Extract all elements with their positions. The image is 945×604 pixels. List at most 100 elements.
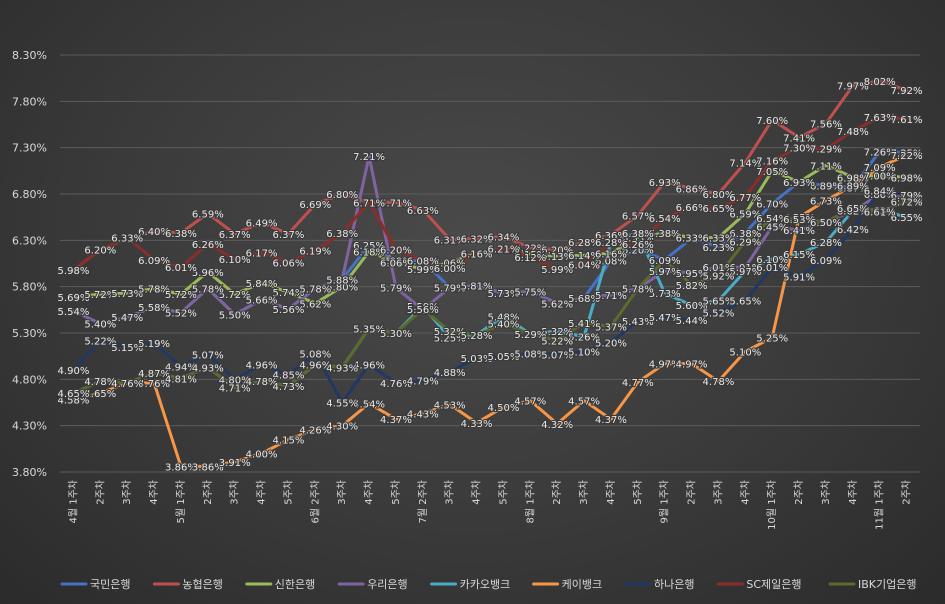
data-label: 6.65% <box>837 204 869 215</box>
x-tick-label: 2주차 <box>686 480 698 505</box>
data-label: 8.02% <box>864 77 896 88</box>
data-label: 6.55% <box>783 213 815 224</box>
data-label: 6.32% <box>676 234 708 245</box>
data-label: 7.26% <box>864 147 896 158</box>
data-label: 6.26% <box>192 240 224 251</box>
data-label: 6.50% <box>810 218 842 229</box>
data-label: 5.40% <box>84 320 116 331</box>
data-label: 6.16% <box>595 249 627 260</box>
data-label: 5.47% <box>111 313 143 324</box>
data-label: 4.57% <box>514 397 546 408</box>
data-label: 5.50% <box>219 310 251 321</box>
data-label: 6.71% <box>380 198 412 209</box>
data-label: 6.93% <box>783 178 815 189</box>
data-label: 6.42% <box>837 225 869 236</box>
data-label: 6.32% <box>461 234 493 245</box>
data-label: 5.44% <box>676 316 708 327</box>
data-label: 5.22% <box>84 336 116 347</box>
data-label: 5.88% <box>326 275 358 286</box>
data-label: 6.15% <box>783 250 815 261</box>
data-label: 6.34% <box>488 233 520 244</box>
data-label: 5.78% <box>192 285 224 296</box>
y-axis: 8.30% 7.80% 7.30% 6.80% 6.30% 5.80% 5.30% 4.80%… <box>12 49 47 479</box>
data-label: 6.41% <box>783 226 815 237</box>
data-label: 5.22% <box>541 336 573 347</box>
data-label: 5.81% <box>461 282 493 293</box>
data-label: 5.59% <box>407 302 439 313</box>
data-label: 4.43% <box>407 410 439 421</box>
data-label: 6.33% <box>622 234 654 245</box>
data-label: 4.87% <box>138 369 170 380</box>
x-tick-label: 2주차 <box>793 480 805 505</box>
data-label: 6.57% <box>622 211 654 222</box>
data-label: 5.30% <box>380 329 412 340</box>
legend-label: 하나은행 <box>654 577 694 591</box>
data-label: 4.58% <box>58 396 90 407</box>
data-label: 6.80% <box>864 190 896 201</box>
y-tick-label: 8.30% <box>12 49 47 62</box>
data-label: 6.18% <box>353 247 385 258</box>
data-label: 5.55% <box>407 306 439 317</box>
data-label: 5.71% <box>595 291 627 302</box>
data-label: 6.37% <box>219 230 251 241</box>
data-label: 5.78% <box>299 285 331 296</box>
data-label: 5.97% <box>729 267 761 278</box>
x-tick-label: 11월 1주차 <box>874 480 886 530</box>
data-label: 5.81% <box>461 282 493 293</box>
data-label: 5.52% <box>165 309 197 320</box>
data-label: 4.50% <box>488 403 520 414</box>
data-label: 5.95% <box>676 269 708 280</box>
data-label: 4.97% <box>676 360 708 371</box>
data-label: 6.14% <box>568 251 600 262</box>
data-label: 7.92% <box>891 86 923 97</box>
legend-label: 우리은행 <box>367 578 407 591</box>
x-axis: 4월 1주차 2주차 3주차 4주차 5월 1주차 2주차 3주차 4주차 5주차 6월 2주차 3… <box>67 480 912 530</box>
data-label: 6.45% <box>756 222 788 233</box>
data-label: 5.79% <box>380 284 412 295</box>
data-label: 6.10% <box>756 255 788 266</box>
data-label: 5.80% <box>326 283 358 294</box>
data-label: 6.40% <box>138 227 170 238</box>
data-label: 5.28% <box>461 331 493 342</box>
data-label: 5.32% <box>541 327 573 338</box>
data-label: 5.58% <box>138 303 170 314</box>
data-label: 6.06% <box>273 259 305 270</box>
data-label: 6.15% <box>514 250 546 261</box>
data-label: 5.52% <box>703 309 735 320</box>
data-label: 6.53% <box>783 215 815 226</box>
data-label: 6.06% <box>380 259 412 270</box>
data-label: 6.19% <box>299 247 331 258</box>
x-tick-label: 2주차 <box>551 480 563 505</box>
data-label: 5.75% <box>514 287 546 298</box>
data-label: 6.38% <box>326 229 358 240</box>
data-label: 4.85% <box>273 371 305 382</box>
data-label: 6.49% <box>246 219 278 230</box>
data-label: 5.73% <box>488 289 520 300</box>
x-tick-label: 5주차 <box>632 480 644 505</box>
data-label: 4.78% <box>246 377 278 388</box>
x-tick-label: 4주차 <box>605 480 617 505</box>
y-tick-label: 5.80% <box>12 281 47 294</box>
data-label: 5.56% <box>273 305 305 316</box>
data-label: 6.70% <box>756 199 788 210</box>
data-label: 5.72% <box>219 290 251 301</box>
data-label: 6.80% <box>326 190 358 201</box>
data-label: 7.00% <box>864 171 896 182</box>
x-tick-label: 10월 1주차 <box>766 480 778 530</box>
data-label: 4.73% <box>273 382 305 393</box>
data-label: 7.21% <box>353 152 385 163</box>
x-tick-label: 4월 1주차 <box>67 480 79 524</box>
y-tick-label: 4.30% <box>12 420 47 433</box>
data-label: 4.26% <box>299 425 331 436</box>
x-tick-label: 4주차 <box>363 480 375 505</box>
data-label: 5.03% <box>461 354 493 365</box>
x-tick-label: 4주차 <box>148 480 160 505</box>
data-label: 5.72% <box>165 290 197 301</box>
x-tick-label: 6월 2주차 <box>309 480 321 524</box>
data-label: 5.97% <box>649 267 681 278</box>
data-label: 5.29% <box>514 330 546 341</box>
data-label: 5.07% <box>192 350 224 361</box>
data-label: 6.09% <box>649 256 681 267</box>
y-tick-label: 7.80% <box>12 95 47 108</box>
